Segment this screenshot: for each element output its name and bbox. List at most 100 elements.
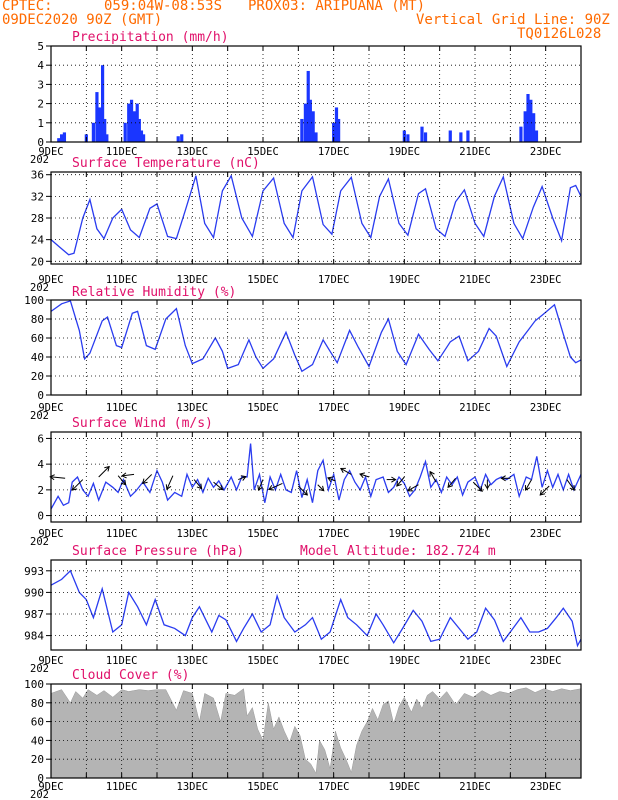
precip-bar bbox=[141, 134, 146, 142]
x-tick-label: 19DEC bbox=[389, 781, 421, 793]
panel-4: Surface Pressure (hPa) Model Altitude: 18… bbox=[24, 544, 582, 675]
wind-arrowhead bbox=[217, 484, 224, 491]
x-year-label: 202 bbox=[30, 536, 49, 548]
y-tick-label: 2 bbox=[37, 98, 44, 111]
x-year-label: 202 bbox=[30, 663, 49, 675]
precip-bar bbox=[127, 103, 131, 142]
precip-bar bbox=[332, 122, 336, 142]
wind-arrowhead bbox=[240, 475, 247, 481]
x-tick-label: 9DEC bbox=[38, 146, 63, 158]
wind-arrowhead bbox=[121, 472, 127, 479]
wind-arrow bbox=[396, 476, 405, 487]
wind-arrowhead bbox=[339, 467, 346, 474]
precip-bar bbox=[91, 122, 95, 142]
x-tick-label: 15DEC bbox=[247, 274, 279, 286]
panel-0: Precipitation (mm/h) 0 1 2 3 4 5 9DEC 11DEC 13DEC… bbox=[30, 30, 582, 166]
x-tick-label: 11DEC bbox=[106, 402, 138, 414]
y-tick-label: 0 bbox=[37, 136, 44, 149]
precip-bar bbox=[534, 130, 539, 142]
x-tick-label: 15DEC bbox=[247, 146, 279, 158]
x-tick-label: 13DEC bbox=[177, 528, 209, 540]
x-tick-label: 21DEC bbox=[459, 274, 491, 286]
y-tick-label: 6 bbox=[37, 432, 44, 445]
precip-bar bbox=[459, 132, 463, 142]
header-coords: 059:04W-08:53S bbox=[104, 0, 223, 14]
wind-arrow bbox=[193, 479, 202, 489]
x-tick-label: 15DEC bbox=[247, 528, 279, 540]
precip-bar bbox=[137, 118, 141, 142]
x-tick-label: 23DEC bbox=[530, 781, 562, 793]
x-tick-label: 17DEC bbox=[318, 274, 350, 286]
wind-arrow bbox=[327, 477, 336, 482]
y-tick-label: 990 bbox=[24, 586, 44, 599]
wind-arrow bbox=[566, 479, 575, 491]
precip-bar bbox=[466, 130, 470, 142]
header-model-code: TQ0126L028 bbox=[517, 26, 602, 42]
precip-bar bbox=[423, 132, 428, 142]
precip-bar bbox=[303, 103, 307, 142]
wind-arrow bbox=[213, 481, 223, 491]
x-tick-label: 21DEC bbox=[459, 528, 491, 540]
panel-2: Relative Humidity (%) 0 20 40 60 80 100 9DEC 11D… bbox=[24, 285, 582, 422]
y-tick-label: 20 bbox=[31, 255, 44, 268]
y-tick-label: 32 bbox=[31, 190, 44, 203]
wind-arrowhead bbox=[500, 475, 506, 482]
panel-title: Relative Humidity (%) bbox=[72, 285, 236, 300]
precip-bar bbox=[57, 138, 61, 142]
y-tick-label: 28 bbox=[31, 212, 44, 225]
x-year-label: 202 bbox=[30, 789, 49, 800]
precip-bar bbox=[519, 126, 523, 142]
x-tick-label: 9DEC bbox=[38, 274, 63, 286]
precip-bar bbox=[123, 122, 127, 142]
precip-bar bbox=[523, 111, 527, 142]
precip-bar bbox=[135, 103, 139, 142]
y-tick-label: 5 bbox=[37, 40, 44, 53]
wind-arrowhead bbox=[142, 478, 148, 485]
wind-arrow bbox=[539, 485, 550, 496]
x-tick-label: 21DEC bbox=[459, 655, 491, 667]
y-tick-label: 60 bbox=[31, 332, 44, 345]
x-tick-label: 17DEC bbox=[318, 146, 350, 158]
wind-arrow bbox=[447, 477, 456, 488]
wind-arrowhead bbox=[268, 485, 274, 491]
precip-bar bbox=[406, 134, 410, 142]
y-tick-label: 80 bbox=[31, 313, 44, 326]
y-tick-label: 993 bbox=[24, 565, 44, 578]
wind-arrow bbox=[297, 485, 308, 496]
precip-bar bbox=[402, 130, 406, 142]
precip-bar bbox=[300, 118, 304, 142]
x-tick-label: 17DEC bbox=[318, 655, 350, 667]
y-tick-label: 40 bbox=[31, 734, 44, 747]
wind-arrow bbox=[407, 484, 419, 492]
panel-5: Cloud Cover (%) 0 20 40 60 80 100 9DEC 11DEC 13DE… bbox=[24, 668, 582, 800]
wind-arrowhead bbox=[407, 486, 413, 492]
y-tick-label: 987 bbox=[24, 608, 44, 621]
x-tick-label: 23DEC bbox=[530, 528, 562, 540]
y-tick-label: 60 bbox=[31, 716, 44, 729]
x-year-label: 202 bbox=[30, 410, 49, 422]
wind-arrow bbox=[258, 479, 264, 491]
precip-bar bbox=[176, 136, 180, 142]
precip-bar bbox=[105, 134, 109, 142]
wind-arrowhead bbox=[359, 472, 365, 479]
x-tick-label: 17DEC bbox=[318, 528, 350, 540]
precip-bar bbox=[180, 134, 184, 142]
precip-bar bbox=[100, 65, 105, 142]
precip-bar bbox=[62, 132, 67, 142]
wind-arrowhead bbox=[196, 483, 203, 490]
precip-bar bbox=[532, 113, 536, 142]
precip-bar bbox=[311, 111, 315, 142]
x-year-label: 202 bbox=[30, 282, 49, 294]
x-tick-label: 11DEC bbox=[106, 528, 138, 540]
x-tick-label: 13DEC bbox=[177, 781, 209, 793]
y-tick-label: 0 bbox=[37, 389, 44, 402]
wind-arrowhead bbox=[524, 485, 531, 491]
wind-arrow bbox=[121, 473, 135, 477]
x-tick-label: 13DEC bbox=[177, 402, 209, 414]
precip-bar bbox=[529, 99, 533, 142]
header-station: PROX03: ARIPUANA (MT) bbox=[248, 0, 426, 14]
panel-frame bbox=[50, 559, 582, 651]
wind-arrowhead bbox=[429, 470, 435, 477]
wind-arrowhead bbox=[327, 476, 333, 483]
wind-arrow bbox=[340, 467, 352, 475]
